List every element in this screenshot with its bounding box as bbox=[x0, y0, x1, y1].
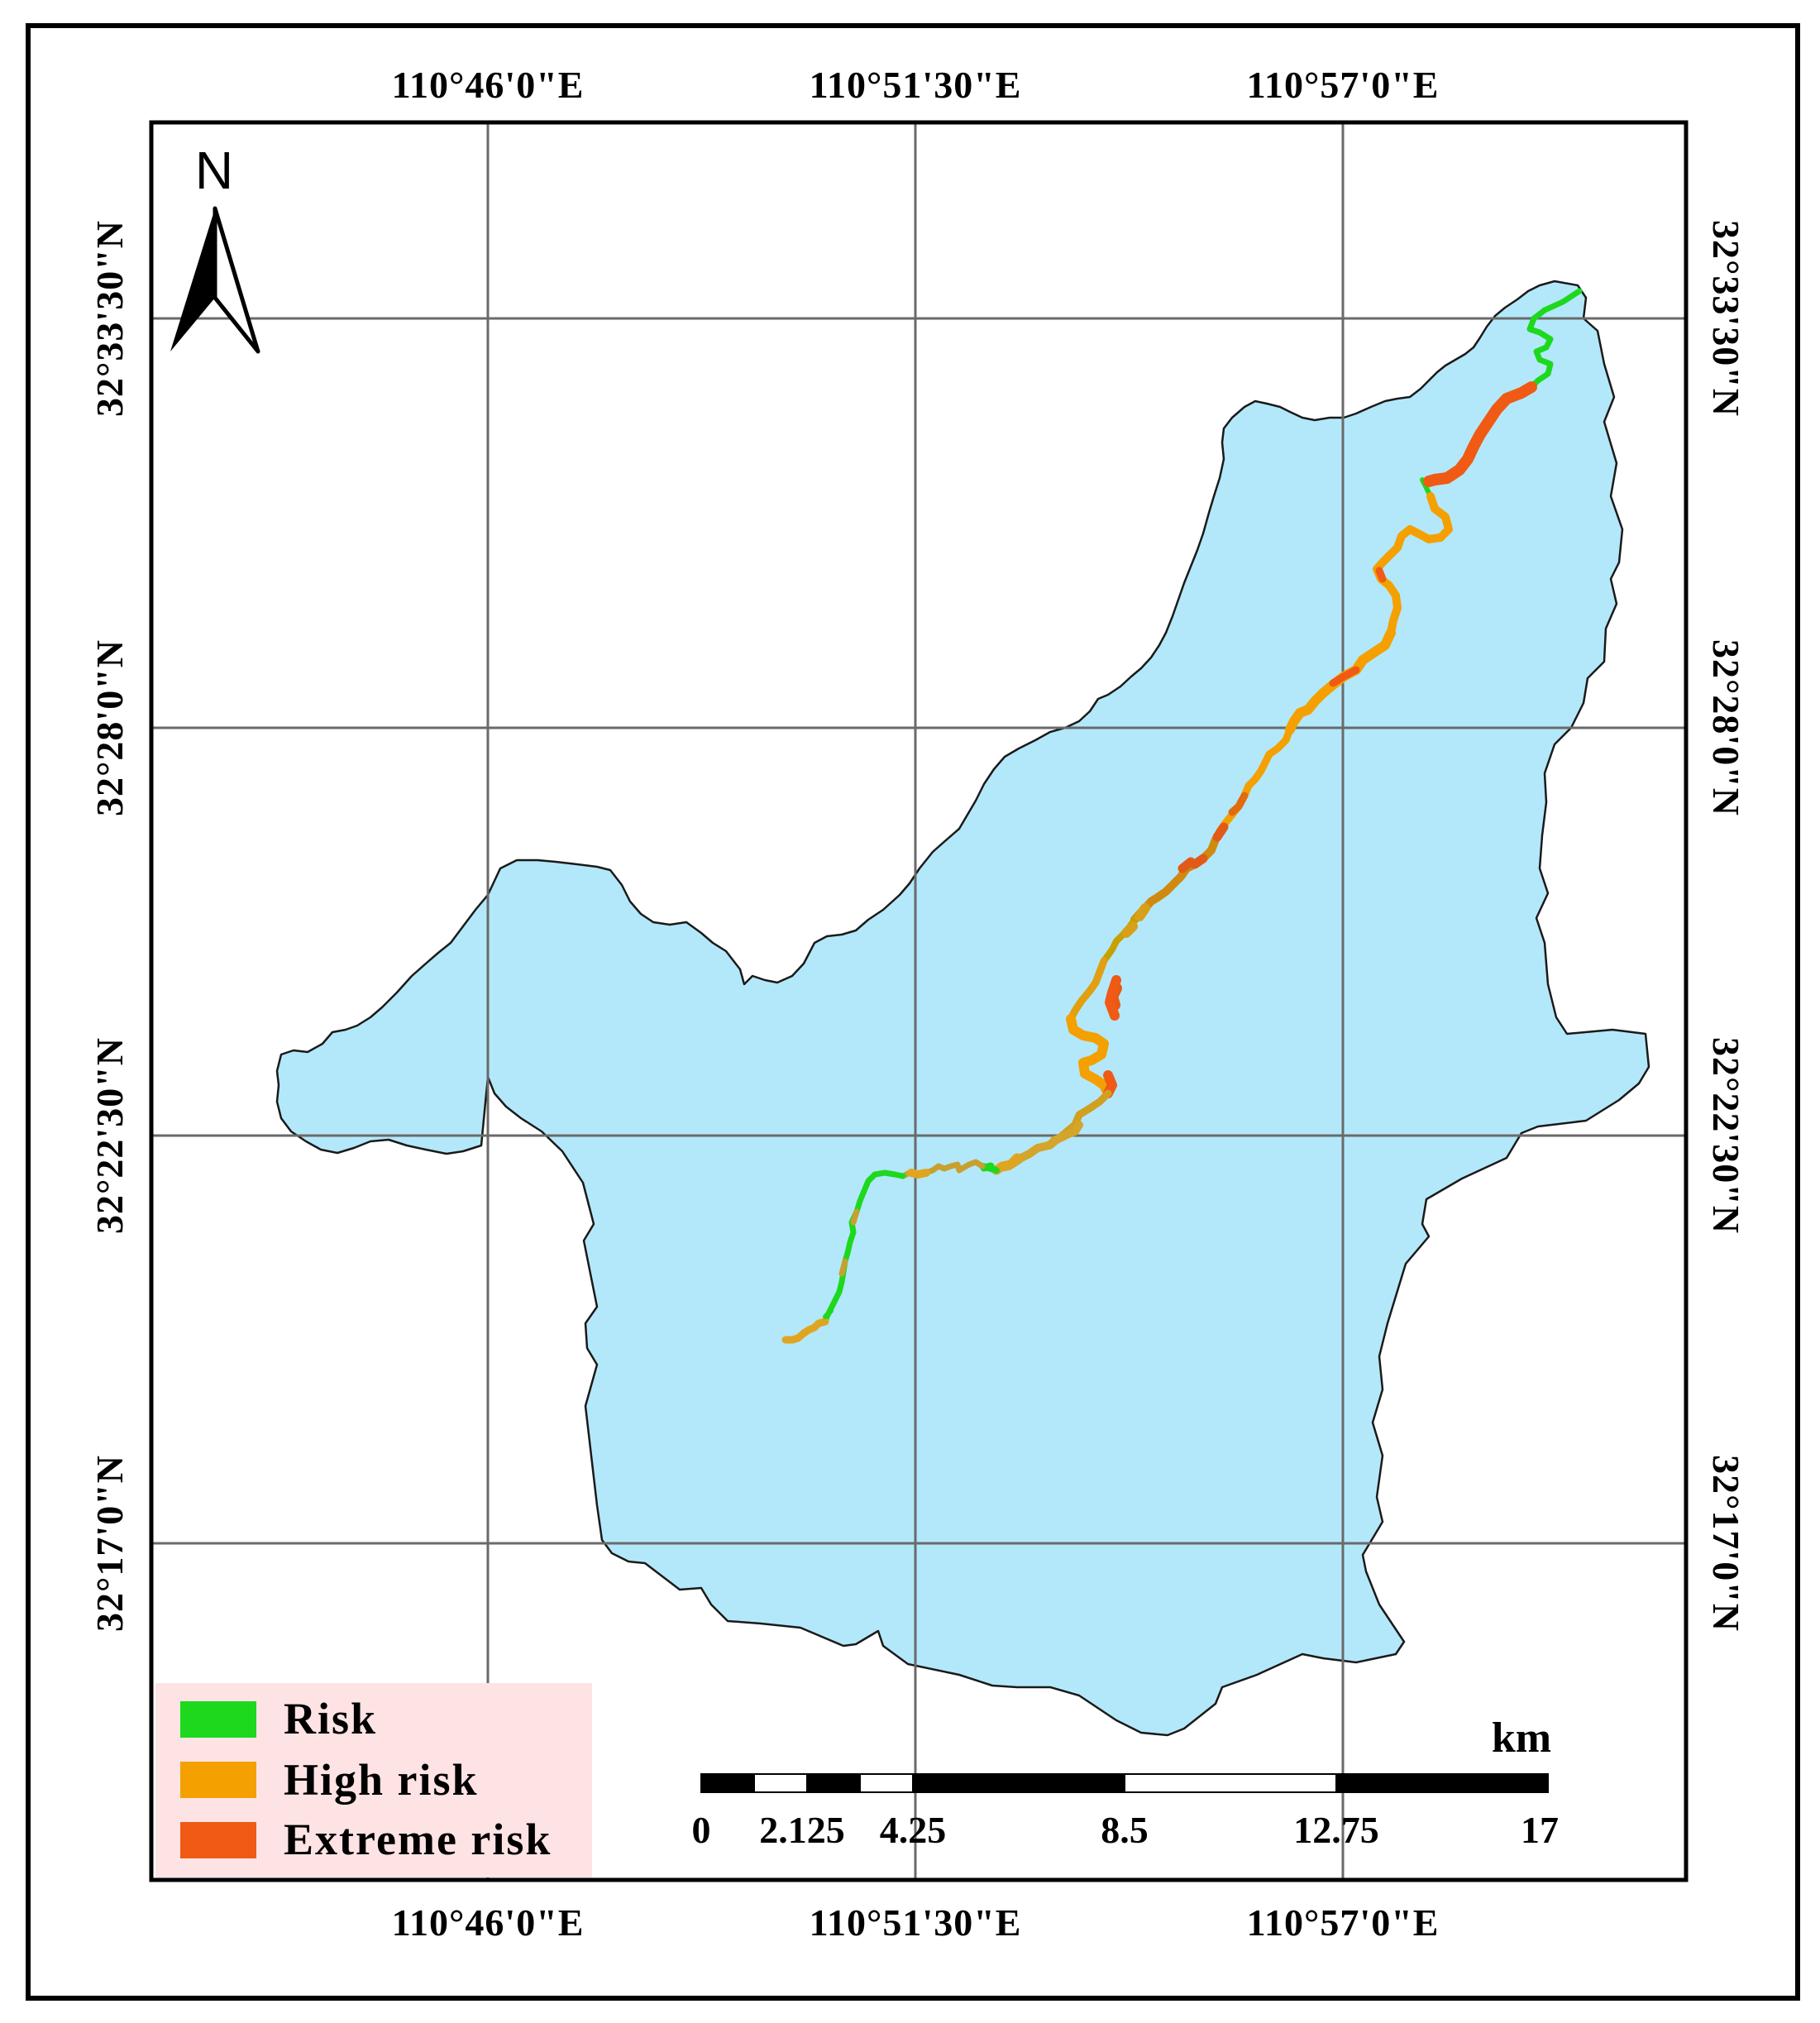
river-segment-extreme-risk bbox=[1228, 792, 1249, 816]
map-frame bbox=[149, 120, 1689, 1882]
north-arrow-left-half bbox=[170, 208, 215, 352]
lon-label-bottom-1: 110°46'0"E bbox=[392, 1901, 585, 1944]
river-segment-high-risk bbox=[1121, 903, 1150, 938]
legend-label-extreme-risk: Extreme risk bbox=[284, 1815, 552, 1864]
lat-label-left-4: 32°17'0"N bbox=[88, 1455, 131, 1632]
legend-label-high-risk: High risk bbox=[284, 1755, 479, 1805]
river-risk-path bbox=[781, 288, 1583, 1344]
lon-label-bottom-3: 110°57'0"E bbox=[1247, 1901, 1440, 1944]
scale-tick-label: 12.75 bbox=[1293, 1809, 1379, 1851]
river-segment-risk bbox=[1526, 288, 1583, 390]
legend-swatch-extreme-risk bbox=[180, 1822, 256, 1858]
legend-swatch-risk bbox=[180, 1701, 256, 1738]
river-segment-extreme-risk bbox=[1375, 567, 1387, 583]
scale-bar: km 0 2.125 4.25 8.5 12.75 17 bbox=[692, 1715, 1560, 1851]
scale-segment bbox=[912, 1773, 1125, 1793]
scale-segment bbox=[753, 1773, 808, 1793]
river-segment-extreme-risk bbox=[1178, 822, 1229, 873]
lon-label-top-3: 110°57'0"E bbox=[1247, 64, 1440, 106]
river-segment-high-risk bbox=[991, 1153, 1022, 1175]
river-segment-extreme-risk bbox=[1329, 666, 1360, 687]
scale-segment bbox=[1335, 1773, 1549, 1793]
scale-tick-label: 17 bbox=[1521, 1809, 1559, 1851]
legend-swatch-high-risk bbox=[180, 1762, 256, 1798]
scale-segment bbox=[700, 1773, 755, 1793]
river-segment-risk bbox=[822, 1169, 906, 1325]
legend-label-risk: Risk bbox=[284, 1694, 377, 1743]
river-segment-extreme-risk bbox=[1423, 381, 1537, 487]
legend: Risk High risk Extreme risk bbox=[155, 1683, 592, 1877]
graticule bbox=[151, 122, 1686, 1880]
river-segment-high-risk bbox=[781, 1318, 829, 1344]
scale-tick-label: 4.25 bbox=[880, 1809, 947, 1851]
river-segment-high-risk bbox=[838, 1208, 860, 1277]
river-segment-high-risk bbox=[1066, 1014, 1113, 1098]
north-arrow-right-half bbox=[213, 206, 260, 354]
scale-segment bbox=[859, 1773, 914, 1793]
lon-label-top-1: 110°46'0"E bbox=[392, 64, 585, 106]
scale-segment bbox=[1124, 1773, 1337, 1793]
north-arrow-label: N bbox=[195, 141, 233, 200]
scale-tick-label: 0 bbox=[692, 1809, 711, 1851]
lat-label-left-2: 32°28'0"N bbox=[88, 639, 131, 816]
lat-label-right-4: 32°17'0"N bbox=[1705, 1455, 1747, 1632]
lat-label-right-1: 32°33'30"N bbox=[1705, 220, 1747, 417]
lat-label-right-3: 32°22'30"N bbox=[1705, 1037, 1747, 1234]
scale-segment bbox=[806, 1773, 861, 1793]
river-segment-high-risk bbox=[907, 1169, 930, 1179]
scale-unit: km bbox=[1492, 1715, 1551, 1762]
north-arrow: N bbox=[170, 141, 260, 354]
lon-label-bottom-2: 110°51'30"E bbox=[810, 1901, 1022, 1944]
lat-label-right-2: 32°28'0"N bbox=[1705, 639, 1747, 816]
basin-polygon bbox=[275, 280, 1650, 1737]
river-segment-high-risk bbox=[1373, 492, 1453, 637]
lat-label-left-1: 32°33'30"N bbox=[88, 220, 131, 417]
river-segment-high-risk bbox=[1067, 957, 1108, 1023]
lon-label-top-2: 110°51'30"E bbox=[810, 64, 1022, 106]
lat-label-left-3: 32°22'30"N bbox=[88, 1037, 131, 1234]
river-segment-risk bbox=[823, 1308, 834, 1319]
scale-tick-label: 8.5 bbox=[1101, 1809, 1149, 1851]
scale-tick-label: 2.125 bbox=[759, 1809, 845, 1851]
river-segment-high-risk bbox=[1211, 725, 1294, 844]
